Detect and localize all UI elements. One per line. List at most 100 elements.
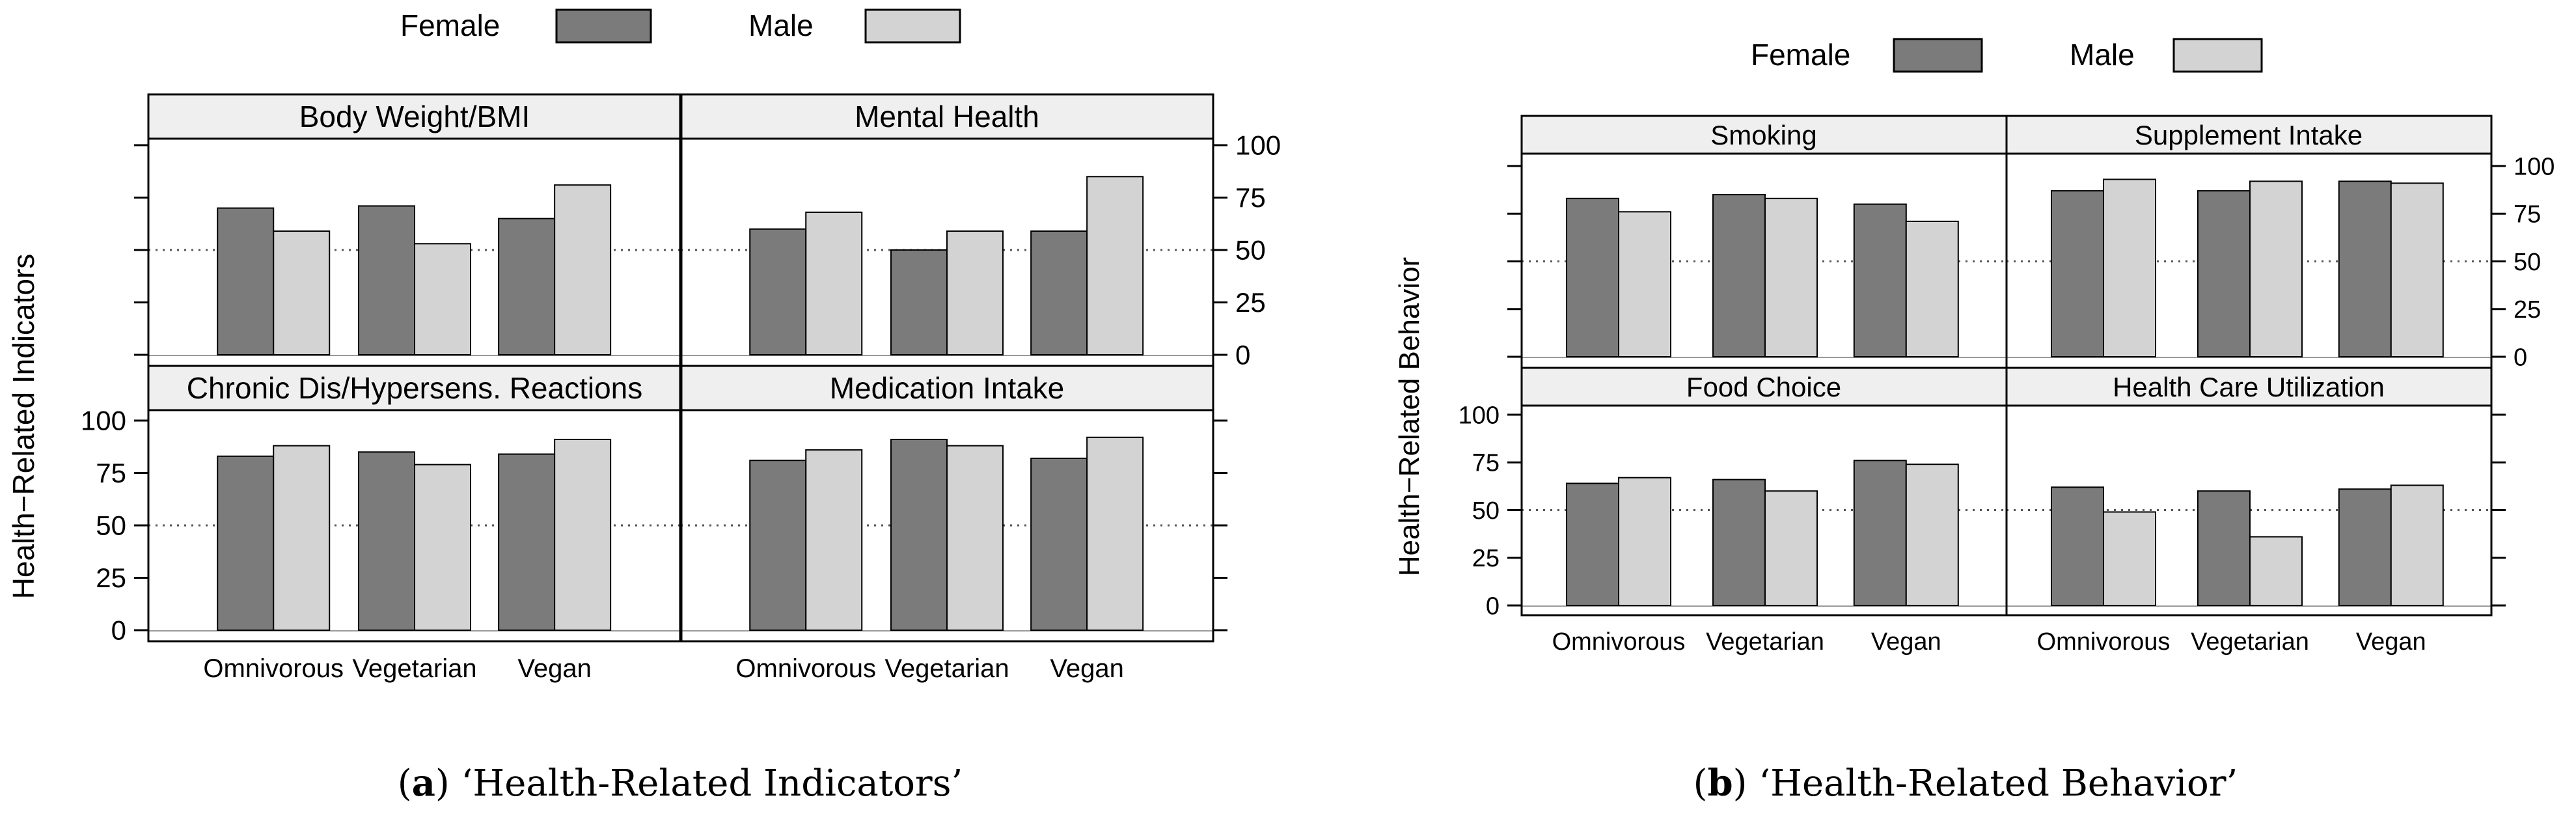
bar-b-1-vegetarian-female — [2197, 190, 2251, 357]
caption-b-label: b — [1708, 762, 1733, 805]
category-label-a-1-vegan: Vegan — [1050, 654, 1123, 683]
bar-b-3-omnivorous-female — [2051, 486, 2104, 607]
bar-a-3-omnivorous-male — [805, 449, 863, 632]
caption-a: (a) ‘Health-Related Indicators’ — [398, 762, 963, 805]
strip-a-3-title: Medication Intake — [830, 371, 1065, 405]
bar-b-2-omnivorous-female — [1566, 482, 1619, 606]
category-label-b-1-vegan: Vegan — [2356, 628, 2426, 656]
bar-b-1-vegan-female — [2338, 180, 2392, 357]
strip-b-2-title: Food Choice — [1686, 372, 1841, 402]
chart-marks: 0 25 50 75 100 0 25 50 75 100 Omnivorous Vegetarian… — [81, 93, 2555, 683]
bar-b-2-vegan-female — [1853, 460, 1907, 606]
bar-b-3-vegan-female — [2338, 488, 2392, 607]
bar-b-3-vegetarian-female — [2197, 490, 2251, 607]
bar-b-3-omnivorous-male — [2103, 511, 2156, 606]
bar-a-0-vegan-female — [498, 217, 556, 356]
caption-b-rest: ) ‘Health-Related Behavior’ — [1733, 762, 2238, 805]
ytick-label-left-a-100: 100 — [81, 406, 126, 436]
strip-a-1-title: Mental Health — [855, 100, 1039, 133]
bar-b-2-vegetarian-male — [1764, 490, 1818, 607]
ytick-label-left-a-25: 25 — [96, 562, 126, 593]
bar-a-3-vegetarian-female — [890, 438, 948, 631]
bar-b-2-vegetarian-female — [1712, 479, 1766, 606]
bar-a-3-vegan-female — [1030, 457, 1088, 632]
ylabel-a: Health−Related Indicators — [7, 254, 40, 600]
ytick-label-left-b-75: 75 — [1472, 450, 1500, 477]
bar-a-0-omnivorous-male — [273, 230, 331, 355]
bar-b-1-omnivorous-male — [2103, 178, 2156, 357]
legend-a-female-swatch — [555, 8, 652, 44]
bar-a-3-omnivorous-female — [749, 460, 807, 631]
ytick-label-right-a-0: 0 — [1235, 340, 1250, 370]
legend-a: Female Male — [400, 8, 961, 44]
bar-a-2-vegetarian-male — [414, 464, 471, 631]
ytick-label-left-b-50: 50 — [1472, 497, 1500, 525]
caption-b: (b) ‘Health-Related Behavior’ — [1693, 762, 2238, 805]
bar-b-0-omnivorous-male — [1618, 211, 1671, 357]
bar-b-3-vegetarian-male — [2249, 536, 2303, 607]
strips-b: Smoking Supplement Intake Food Choice He… — [1521, 115, 2492, 406]
caption-a-rest: ) ‘Health-Related Indicators’ — [435, 762, 963, 805]
bar-a-0-vegan-male — [554, 184, 612, 355]
category-label-b-0-vegetarian: Vegetarian — [1706, 628, 1824, 656]
bar-b-3-vegan-male — [2390, 484, 2444, 606]
bar-a-3-vegetarian-male — [946, 445, 1004, 631]
bar-a-0-vegetarian-female — [358, 205, 415, 355]
caption-b-open: ( — [1693, 762, 1708, 805]
bar-a-3-vegan-male — [1086, 436, 1144, 631]
legend-a-male-swatch — [864, 8, 961, 44]
bar-a-1-vegan-male — [1086, 176, 1144, 355]
ytick-label-left-a-0: 0 — [111, 615, 126, 646]
strip-b-3-title: Health Care Utilization — [2113, 372, 2385, 402]
strip-a-0 — [148, 94, 681, 139]
caption-a-label: a — [412, 762, 435, 805]
bar-a-1-vegetarian-male — [946, 230, 1004, 355]
strip-b-1-title: Supplement Intake — [2135, 120, 2363, 150]
strip-b-0-title: Smoking — [1710, 120, 1816, 150]
strips-a: Body Weight/BMI Mental Health Chronic Di… — [148, 94, 1214, 411]
ytick-label-left-b-0: 0 — [1486, 592, 1500, 620]
bar-b-1-vegetarian-male — [2249, 180, 2303, 357]
ytick-label-right-b-25: 25 — [2514, 296, 2541, 324]
ytick-label-right-b-75: 75 — [2514, 201, 2541, 229]
bar-b-1-omnivorous-female — [2051, 190, 2104, 357]
ytick-label-left-a-50: 50 — [96, 510, 126, 541]
bar-b-0-vegan-male — [1905, 220, 1959, 357]
bar-b-0-vegan-female — [1853, 203, 1907, 357]
outer-frame-a — [147, 93, 1214, 643]
bar-a-1-omnivorous-female — [749, 228, 807, 355]
category-label-a-0-vegetarian: Vegetarian — [352, 654, 476, 683]
ytick-label-left-b-25: 25 — [1472, 545, 1500, 572]
ytick-label-left-b-100: 100 — [1459, 402, 1500, 429]
strip-b-3 — [2006, 367, 2492, 406]
bar-b-0-vegetarian-female — [1712, 193, 1766, 358]
category-label-b-1-omnivorous: Omnivorous — [2037, 628, 2171, 656]
legend-b-male-swatch — [2172, 38, 2263, 73]
bar-b-0-omnivorous-female — [1566, 197, 1619, 357]
legend-b-male-label: Male — [2070, 38, 2135, 72]
ylabel-b: Health−Related Behavior — [1393, 257, 1425, 576]
bar-b-2-vegan-male — [1905, 464, 1959, 606]
category-label-b-0-vegan: Vegan — [1871, 628, 1941, 656]
bar-b-2-omnivorous-male — [1618, 477, 1671, 606]
category-label-a-0-vegan: Vegan — [517, 654, 591, 683]
ytick-label-right-a-75: 75 — [1235, 182, 1266, 213]
ytick-label-right-b-50: 50 — [2514, 249, 2541, 276]
caption-a-open: ( — [398, 762, 412, 805]
bar-b-1-vegan-male — [2390, 182, 2444, 357]
legend-a-male-label: Male — [748, 8, 814, 42]
strip-a-2-title: Chronic Dis/Hypersens. Reactions — [187, 371, 643, 405]
ytick-label-right-b-0: 0 — [2514, 344, 2527, 371]
outer-frame-b — [1520, 115, 2493, 617]
strip-a-0-title: Body Weight/BMI — [299, 100, 530, 133]
legend-b: Female Male — [1751, 38, 2263, 73]
bar-a-0-vegetarian-male — [414, 243, 471, 355]
category-label-a-0-omnivorous: Omnivorous — [203, 654, 344, 683]
bar-a-2-vegan-female — [498, 453, 556, 632]
bar-a-0-omnivorous-female — [217, 207, 275, 355]
ytick-label-right-a-100: 100 — [1235, 130, 1281, 161]
bar-b-0-vegetarian-male — [1764, 197, 1818, 357]
bar-a-2-omnivorous-female — [217, 455, 275, 631]
bar-a-1-vegetarian-female — [890, 249, 948, 355]
